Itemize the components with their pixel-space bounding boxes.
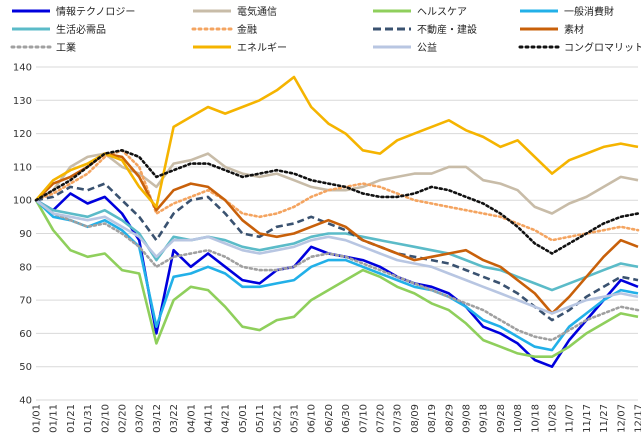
- x-tick-label: 04/11: [204, 404, 215, 433]
- x-tick-labels: 01/01 01/11 01/21 01/31 02/10 02/20 03/02 03/12…: [32, 404, 641, 433]
- y-tick-label: 130: [13, 96, 32, 107]
- series-lines: [34, 75, 640, 368]
- x-tick-label: 02/10: [100, 404, 111, 433]
- y-tick-label: 100: [13, 196, 32, 207]
- x-tick-label: 07/10: [358, 404, 369, 433]
- x-tick-label: 02/20: [118, 404, 129, 433]
- x-tick-label: 08/09: [410, 404, 421, 433]
- x-tick-label: 09/18: [479, 404, 490, 433]
- x-tick-label: 03/22: [169, 404, 180, 433]
- x-tick-label: 05/11: [255, 404, 266, 433]
- legend-label-2: ヘルスケア: [417, 6, 467, 18]
- x-tick-label: 01/11: [49, 404, 60, 433]
- x-tick-label: 12/07: [616, 404, 627, 433]
- y-tick-label: 140: [13, 63, 32, 74]
- series-line-4: [35, 199, 639, 292]
- x-tick-label: 07/30: [393, 404, 404, 433]
- legend-label-0: 情報テクノロジー: [56, 5, 135, 18]
- series-line-9: [35, 75, 639, 209]
- x-tick-label: 06/10: [307, 404, 318, 433]
- legend-label-4: 生活必需品: [56, 23, 106, 36]
- x-tick-label: 08/19: [427, 404, 438, 433]
- legend-label-6: 不動産・建設: [417, 23, 477, 36]
- x-tick-label: 04/21: [221, 404, 232, 433]
- y-tick-labels: 40 50 60 70 80 90 100 110 120 130 140: [13, 63, 32, 407]
- series-line-7: [35, 152, 639, 315]
- x-tick-label: 01/31: [83, 404, 94, 433]
- x-tick-label: 09/28: [496, 404, 507, 433]
- x-tick-label: 11/07: [565, 404, 576, 433]
- legend-label-11: コングロマリット: [564, 41, 641, 54]
- y-tick-label: 120: [13, 129, 32, 140]
- x-tick-label: 05/21: [272, 404, 283, 433]
- x-tick-label: 10/08: [513, 404, 524, 433]
- x-tick-label: 08/29: [444, 404, 455, 433]
- legend-label-1: 電気通信: [237, 5, 277, 18]
- x-tick-label: 09/08: [462, 404, 473, 433]
- y-tick-label: 70: [19, 296, 32, 307]
- x-tick-label: 10/18: [530, 404, 541, 433]
- legend-label-8: 工業: [56, 41, 76, 54]
- y-tick-label: 110: [13, 162, 32, 173]
- x-tick-label: 10/28: [548, 404, 559, 433]
- x-tick-label: 05/31: [290, 404, 301, 433]
- legend-label-3: 一般消費財: [564, 5, 614, 18]
- series-line-10: [35, 199, 639, 315]
- series-line-5: [34, 149, 640, 242]
- y-tick-label: 90: [19, 229, 32, 240]
- x-tick-label: 12/17: [634, 404, 641, 433]
- x-tick-label: 06/30: [341, 404, 352, 433]
- x-tick-label: 11/27: [599, 404, 610, 433]
- series-line-0: [35, 192, 639, 368]
- legend-label-5: 金融: [237, 23, 257, 36]
- y-tick-label: 50: [19, 362, 32, 373]
- legend-label-7: 素材: [564, 23, 584, 36]
- x-tick-label: 01/21: [66, 404, 77, 433]
- x-tick-label: 03/02: [135, 404, 146, 433]
- x-tick-label: 03/12: [152, 404, 163, 433]
- x-tick-label: 06/20: [324, 404, 335, 433]
- y-tick-label: 60: [19, 329, 32, 340]
- legend-label-10: 公益: [417, 41, 437, 54]
- series-line-8: [34, 198, 640, 342]
- legend-label-9: エネルギー: [237, 42, 287, 54]
- x-tick-label: 11/17: [582, 404, 593, 433]
- series-line-11: [34, 149, 640, 255]
- x-tick-label: 05/01: [238, 404, 249, 433]
- y-tick-label: 40: [19, 396, 32, 407]
- x-tick-label: 07/20: [376, 404, 387, 433]
- series-line-2: [34, 199, 639, 358]
- x-tick-label: 04/01: [186, 404, 197, 433]
- y-tick-label: 80: [19, 262, 32, 273]
- x-tick-label: 01/01: [32, 404, 43, 433]
